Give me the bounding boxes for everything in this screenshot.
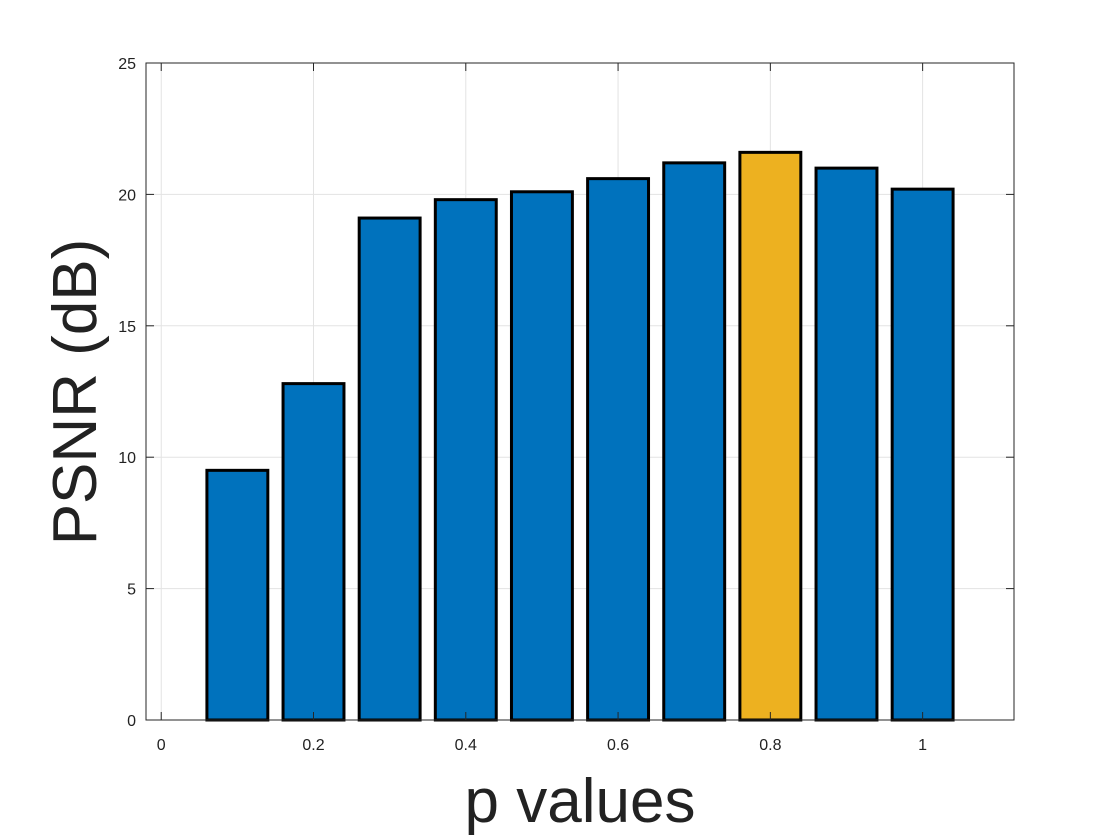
bar bbox=[433, 198, 498, 722]
bars bbox=[205, 150, 955, 722]
y-tick-label: 20 bbox=[118, 187, 136, 204]
x-tick-label: 0 bbox=[157, 737, 166, 754]
y-tick-label: 0 bbox=[127, 713, 136, 730]
bar bbox=[814, 166, 879, 722]
x-tick-label: 1 bbox=[918, 737, 927, 754]
x-tick-label: 0.4 bbox=[455, 737, 477, 754]
y-tick-label: 5 bbox=[127, 582, 136, 599]
y-tick-label: 10 bbox=[118, 450, 136, 467]
bar bbox=[357, 216, 422, 722]
axis-ticks bbox=[146, 62, 1014, 721]
y-tick-labels: 0 5 10 15 20 25 bbox=[118, 56, 136, 730]
x-axis-title: p values bbox=[465, 767, 696, 836]
bar bbox=[509, 190, 574, 722]
y-tick-label: 25 bbox=[118, 56, 136, 73]
y-axis-title: PSNR (dB) bbox=[41, 239, 110, 546]
bar bbox=[281, 382, 346, 722]
x-tick-label: 0.2 bbox=[302, 737, 324, 754]
bar bbox=[586, 177, 651, 722]
y-tick-label: 15 bbox=[118, 319, 136, 336]
x-tick-label: 0.8 bbox=[759, 737, 781, 754]
x-tick-label: 0.6 bbox=[607, 737, 629, 754]
plot-frame bbox=[145, 62, 1015, 721]
bar bbox=[662, 161, 727, 722]
bar bbox=[205, 468, 270, 722]
bar-highlighted bbox=[738, 150, 803, 722]
bar bbox=[890, 187, 955, 722]
x-tick-labels: 0 0.2 0.4 0.6 0.8 1 bbox=[157, 737, 927, 754]
